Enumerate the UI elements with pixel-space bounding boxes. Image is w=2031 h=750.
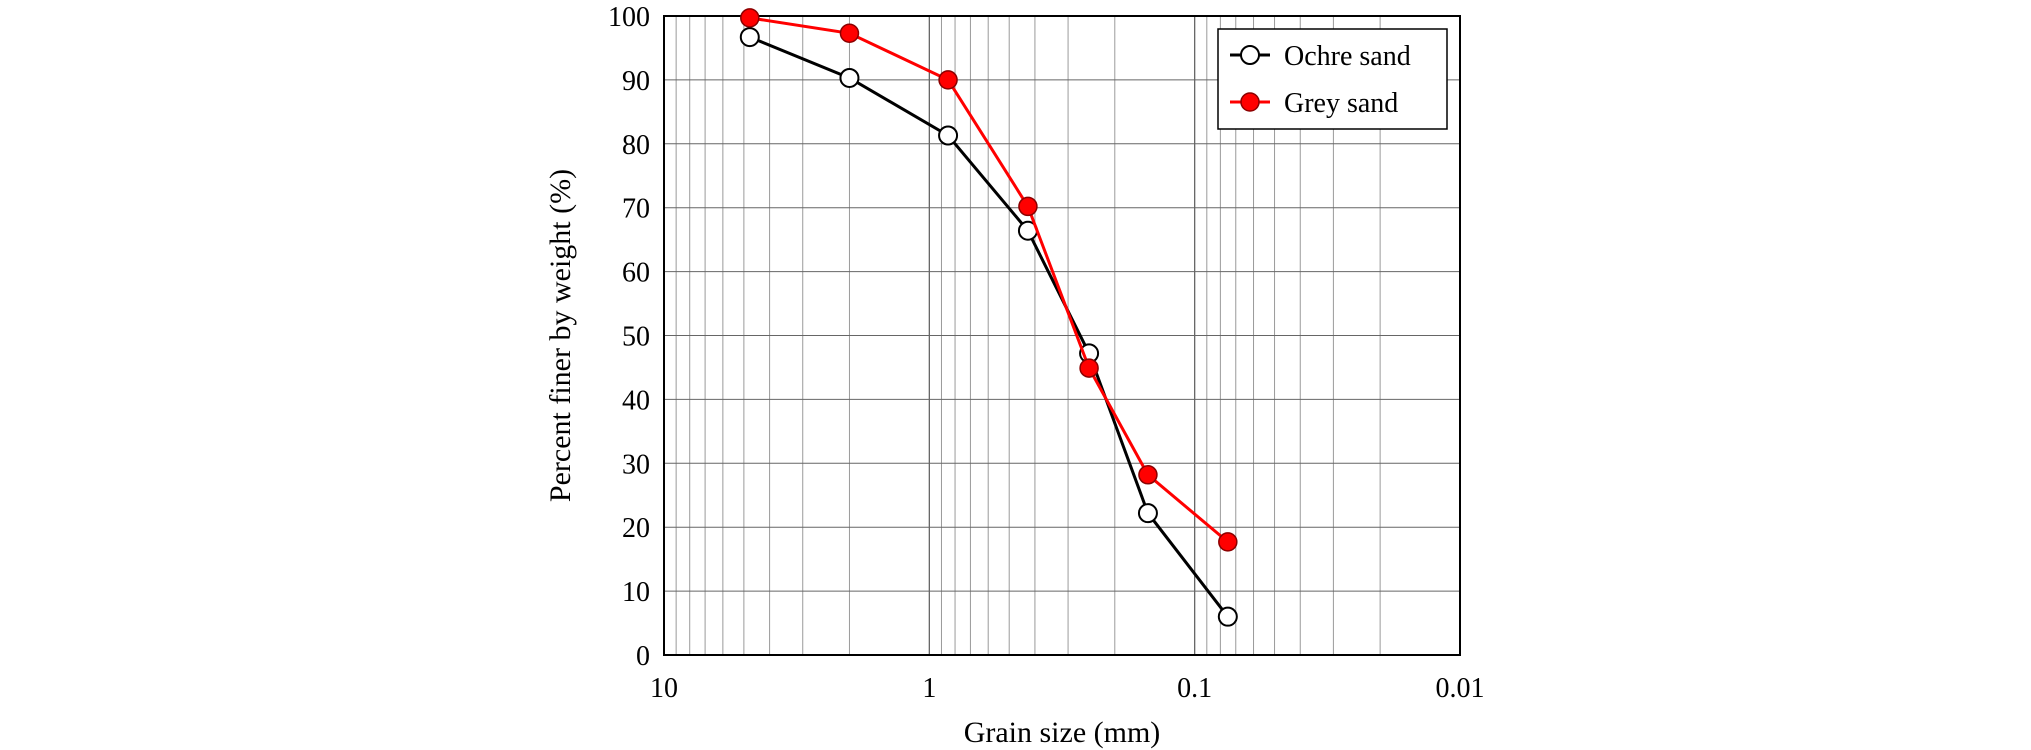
y-tick-label: 90 <box>622 66 650 97</box>
x-tick-label: 1 <box>922 673 936 704</box>
series-2 <box>740 8 1238 552</box>
y-tick-label: 20 <box>622 513 650 544</box>
series-layer <box>739 8 1238 627</box>
y-tick-label: 0 <box>636 641 650 672</box>
legend-marker <box>1240 45 1260 65</box>
y-axis-ticks: 0 10 20 30 40 50 60 70 80 90 100 <box>608 2 650 672</box>
data-point <box>839 67 860 88</box>
x-tick-label: 0.01 <box>1436 673 1485 704</box>
y-tick-label: 40 <box>622 385 650 416</box>
data-point <box>1079 358 1099 378</box>
data-point <box>1218 532 1238 552</box>
y-tick-label: 10 <box>622 577 650 608</box>
data-point <box>1217 606 1238 627</box>
data-point <box>1138 465 1158 485</box>
y-tick-label: 70 <box>622 194 650 225</box>
data-point <box>739 27 760 48</box>
legend-label: Ochre sand <box>1284 41 1411 72</box>
legend-marker <box>1240 92 1260 112</box>
data-point <box>938 125 959 146</box>
series-line <box>749 35 1229 618</box>
legend: Ochre sand Grey sand <box>1217 28 1448 130</box>
data-point <box>938 70 958 90</box>
y-tick-label: 100 <box>608 2 650 33</box>
legend-box <box>1217 28 1448 130</box>
legend-item: Ochre sand <box>1230 41 1411 72</box>
x-tick-label: 10 <box>650 673 678 704</box>
data-point <box>1018 196 1038 217</box>
data-point <box>839 23 860 44</box>
plot-area-frame <box>663 15 1461 656</box>
series-1 <box>739 27 1238 627</box>
x-axis-title: Grain size (mm) <box>964 716 1161 749</box>
y-tick-label: 80 <box>622 130 650 161</box>
x-axis-ticks: 10 1 0.1 0.01 <box>650 673 1485 704</box>
y-axis-title: Percent finer by weight (%) <box>544 169 577 502</box>
data-point <box>1137 503 1158 524</box>
data-point <box>740 8 760 28</box>
y-tick-label: 30 <box>622 449 650 480</box>
legend-items: Ochre sand Grey sand <box>1230 41 1411 119</box>
y-tick-label: 50 <box>622 322 650 353</box>
y-tick-label: 60 <box>622 258 650 289</box>
legend-item: Grey sand <box>1230 88 1398 119</box>
x-tick-label: 0.1 <box>1177 673 1212 704</box>
legend-label: Grey sand <box>1284 88 1398 119</box>
